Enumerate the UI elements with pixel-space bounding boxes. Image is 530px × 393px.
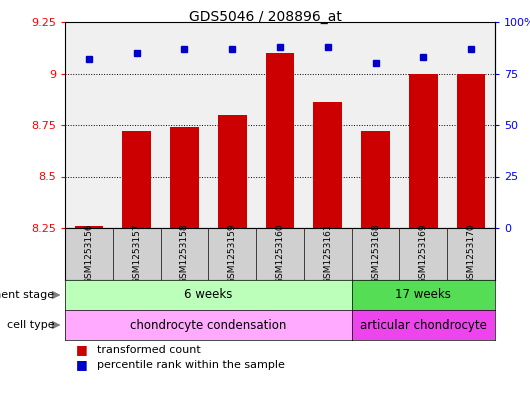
Bar [170, 127, 199, 228]
Text: GSM1253170: GSM1253170 [466, 224, 475, 284]
Text: articular chondrocyte: articular chondrocyte [360, 318, 487, 332]
Text: GSM1253159: GSM1253159 [228, 224, 237, 284]
Text: GSM1253169: GSM1253169 [419, 224, 428, 284]
Text: transformed count: transformed count [97, 345, 200, 355]
Bar [313, 102, 342, 228]
Text: GDS5046 / 208896_at: GDS5046 / 208896_at [189, 10, 341, 24]
Bar [409, 73, 438, 228]
Text: percentile rank within the sample: percentile rank within the sample [97, 360, 285, 370]
Text: development stage: development stage [0, 290, 55, 300]
Bar [457, 73, 485, 228]
Text: GSM1253160: GSM1253160 [276, 224, 285, 284]
Text: chondrocyte condensation: chondrocyte condensation [130, 318, 287, 332]
Bar [266, 53, 294, 228]
Text: GSM1253161: GSM1253161 [323, 224, 332, 284]
Text: GSM1253157: GSM1253157 [132, 224, 141, 284]
Text: GSM1253156: GSM1253156 [84, 224, 93, 284]
Bar [361, 131, 390, 228]
Text: GSM1253168: GSM1253168 [371, 224, 380, 284]
Bar [218, 115, 246, 228]
Bar [75, 226, 103, 228]
Text: GSM1253158: GSM1253158 [180, 224, 189, 284]
Text: 17 weeks: 17 weeks [395, 288, 451, 301]
Text: ■: ■ [76, 358, 87, 371]
Text: 6 weeks: 6 weeks [184, 288, 233, 301]
Text: cell type: cell type [7, 320, 55, 330]
Bar [122, 131, 151, 228]
Text: ■: ■ [76, 343, 87, 356]
